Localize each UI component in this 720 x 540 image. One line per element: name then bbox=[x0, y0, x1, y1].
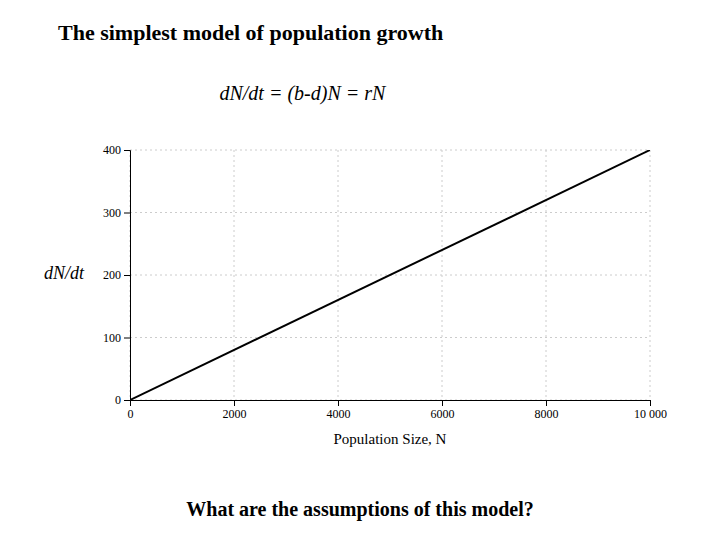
tick: 10 000 bbox=[634, 400, 667, 421]
x-axis-label: Population Size, N bbox=[334, 431, 447, 447]
y-axis: 0 100 200 300 400 bbox=[103, 143, 131, 407]
grid-line bbox=[130, 150, 650, 151]
tick-label: 4000 bbox=[327, 407, 351, 421]
annotation: dN/dt = (b-d)N = rN bbox=[219, 82, 387, 105]
tick-label: 10 000 bbox=[634, 407, 667, 421]
axis-line bbox=[124, 151, 131, 401]
tick: 2000 bbox=[223, 400, 247, 421]
tick-label: 8000 bbox=[535, 407, 559, 421]
plot: 0 2000 4000 6000 8000 10 000 0 100 200 300 400 bbox=[103, 143, 667, 420]
tick-label: 400 bbox=[103, 143, 121, 157]
tick-mark bbox=[124, 213, 130, 214]
tick: 200 bbox=[103, 268, 130, 282]
chart: The simplest model of population growth d… bbox=[0, 0, 720, 540]
tick-mark bbox=[650, 400, 651, 406]
tick-label: 0 bbox=[115, 393, 121, 407]
tick-mark bbox=[234, 400, 235, 406]
grid-line bbox=[130, 337, 650, 338]
tick-label: 100 bbox=[103, 331, 121, 345]
tick-label: 2000 bbox=[223, 407, 247, 421]
tick-label: 300 bbox=[103, 206, 121, 220]
tick: 400 bbox=[103, 143, 130, 157]
tick-mark bbox=[546, 400, 547, 406]
tick-label: 6000 bbox=[431, 407, 455, 421]
grid-line bbox=[234, 150, 235, 400]
tick-mark bbox=[124, 400, 130, 401]
series bbox=[130, 150, 650, 400]
tick-label: 200 bbox=[103, 268, 121, 282]
tick: 0 bbox=[128, 400, 134, 421]
tick-mark bbox=[124, 150, 130, 151]
tick: 100 bbox=[103, 331, 130, 345]
grid-line bbox=[130, 212, 650, 213]
tick-mark bbox=[338, 400, 339, 406]
tick: 8000 bbox=[535, 400, 559, 421]
line bbox=[130, 150, 650, 400]
subtitle: What are the assumptions of this model? bbox=[186, 498, 533, 521]
y-axis-label: dN/dt bbox=[44, 263, 85, 283]
tick: 300 bbox=[103, 206, 130, 220]
tick-label: 0 bbox=[128, 407, 134, 421]
tick-mark bbox=[124, 275, 130, 276]
x-axis: 0 2000 4000 6000 8000 10 000 bbox=[128, 400, 668, 421]
tick: 6000 bbox=[431, 400, 455, 421]
grid bbox=[130, 150, 650, 400]
tick: 4000 bbox=[327, 400, 351, 421]
tick-mark bbox=[124, 338, 130, 339]
tick: 0 bbox=[115, 393, 130, 407]
grid-line bbox=[338, 150, 339, 400]
tick-mark bbox=[442, 400, 443, 406]
axis-line bbox=[131, 401, 651, 407]
title: The simplest model of population growth bbox=[58, 20, 443, 45]
